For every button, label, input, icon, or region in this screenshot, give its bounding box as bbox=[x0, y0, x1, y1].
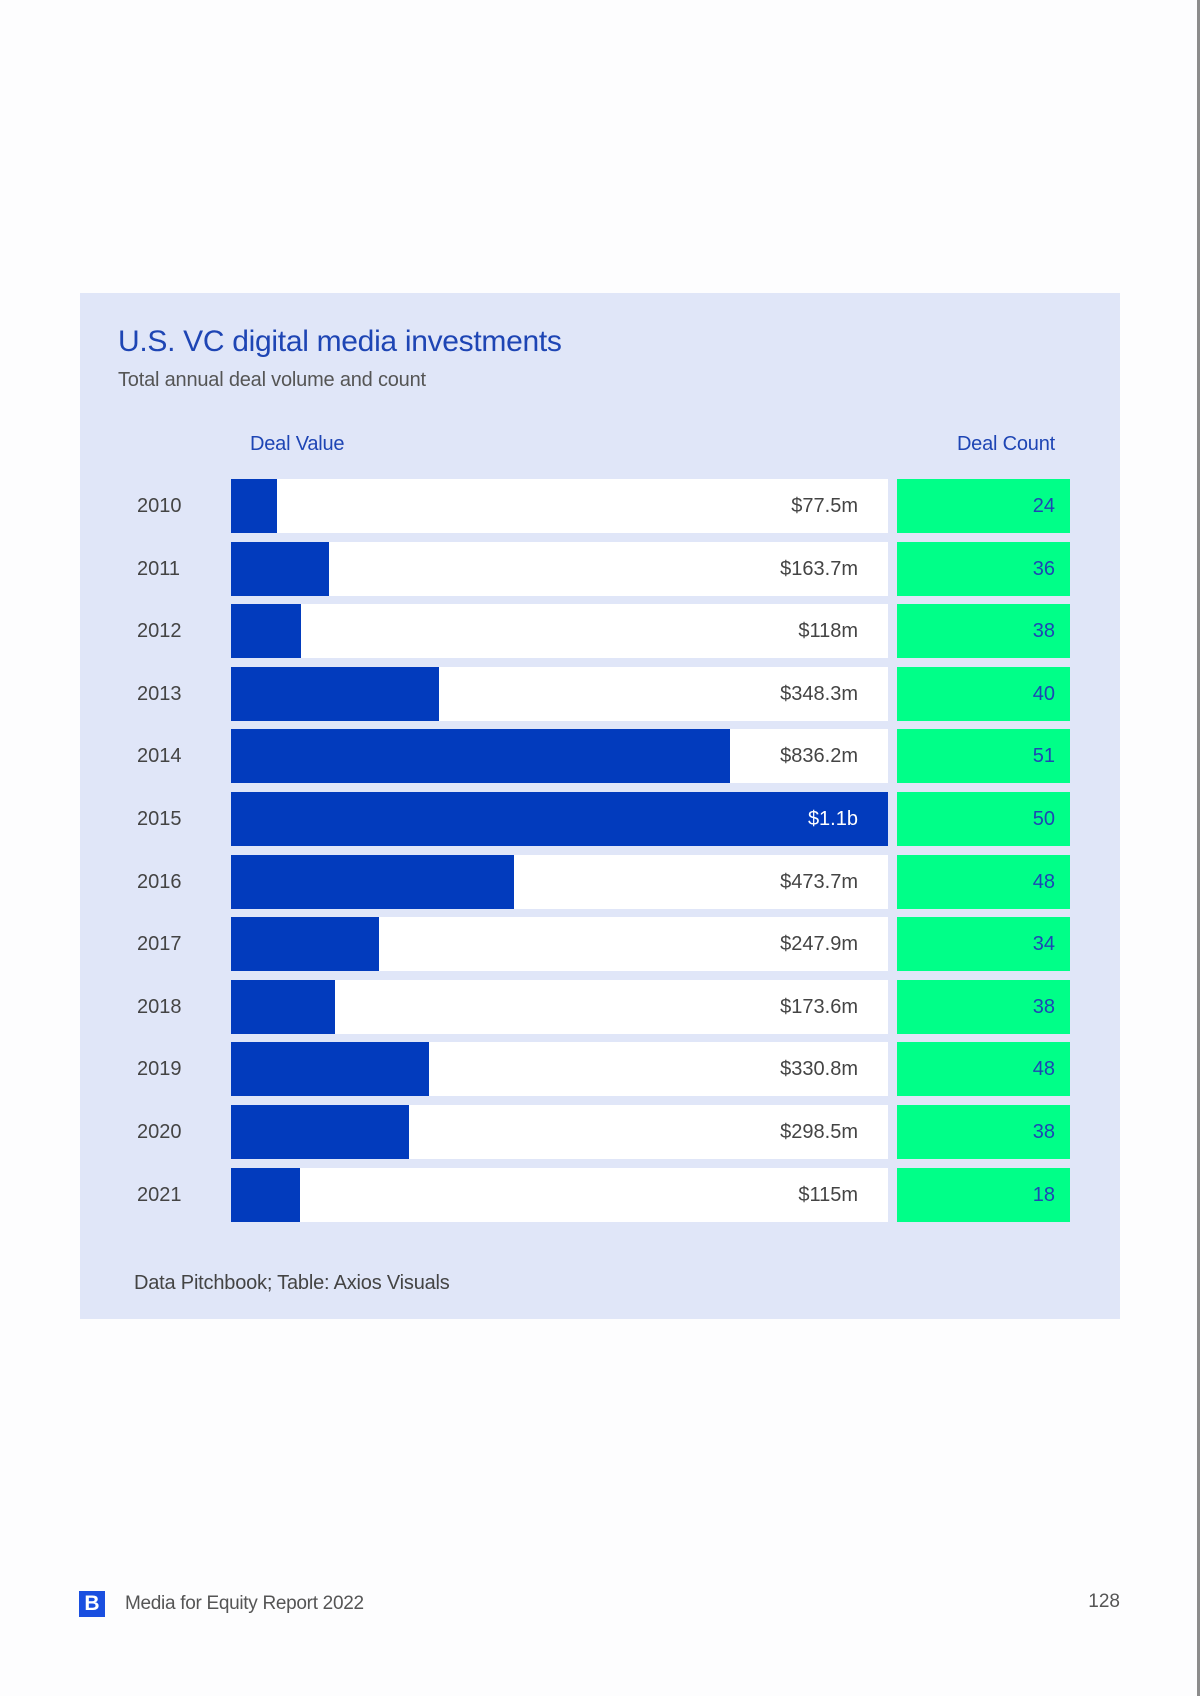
table-row: 2020 $298.5m 38 bbox=[0, 1105, 1200, 1159]
year-label: 2020 bbox=[137, 1121, 182, 1143]
deal-count-label: 38 bbox=[1032, 995, 1055, 1018]
deal-value-label: $163.7m bbox=[780, 557, 858, 580]
deal-value-bar bbox=[231, 917, 379, 972]
bar-track: $163.7m bbox=[231, 541, 888, 596]
deal-value-label: $348.3m bbox=[780, 682, 858, 705]
deal-count-cell: 38 bbox=[897, 979, 1070, 1034]
deal-count-cell: 51 bbox=[897, 729, 1070, 784]
deal-count-cell: 48 bbox=[897, 854, 1070, 909]
table-row: 2014 $836.2m 51 bbox=[0, 729, 1200, 784]
footer-title: Media for Equity Report 2022 bbox=[125, 1593, 364, 1614]
deal-value-label: $115m bbox=[798, 1183, 858, 1206]
deal-count-cell: 50 bbox=[897, 792, 1070, 846]
bar-track: $118m bbox=[231, 604, 888, 659]
deal-count-label: 38 bbox=[1032, 620, 1055, 643]
deal-value-bar bbox=[231, 729, 730, 784]
bar-track: $473.7m bbox=[231, 854, 888, 909]
year-label: 2021 bbox=[137, 1183, 182, 1206]
table-row: 2021 $115m 18 bbox=[0, 1167, 1200, 1222]
year-label: 2018 bbox=[137, 995, 182, 1018]
deal-count-cell: 38 bbox=[897, 1105, 1070, 1159]
deal-count-cell: 34 bbox=[897, 917, 1070, 972]
table-row: 2017 $247.9m 34 bbox=[0, 917, 1200, 972]
bar-track: $836.2m bbox=[231, 729, 888, 784]
table-row: 2013 $348.3m 40 bbox=[0, 666, 1200, 721]
deal-count-header: Deal Count bbox=[956, 433, 1055, 455]
deal-value-bar bbox=[231, 479, 277, 533]
deal-value-bar bbox=[231, 1042, 429, 1097]
deal-count-label: 24 bbox=[1032, 495, 1055, 517]
deal-count-cell: 24 bbox=[897, 479, 1070, 533]
deal-count-label: 50 bbox=[1032, 808, 1055, 830]
table-row: 2011 $163.7m 36 bbox=[0, 541, 1200, 596]
deal-value-bar bbox=[231, 979, 335, 1034]
year-label: 2011 bbox=[137, 557, 181, 580]
table-row: 2010 $77.5m 24 bbox=[0, 479, 1200, 533]
deal-value-label: $330.8m bbox=[780, 1058, 858, 1081]
deal-value-bar bbox=[231, 666, 439, 721]
page-edge-border bbox=[1197, 0, 1200, 1696]
deal-count-cell: 36 bbox=[897, 541, 1070, 596]
deal-value-bar bbox=[231, 1105, 409, 1159]
year-label: 2010 bbox=[137, 495, 182, 517]
deal-value-bar bbox=[231, 792, 888, 846]
year-label: 2016 bbox=[137, 870, 182, 893]
deal-count-label: 51 bbox=[1032, 745, 1055, 768]
page-number: 128 bbox=[1088, 1591, 1120, 1612]
bar-track: $173.6m bbox=[231, 979, 888, 1034]
deal-value-label: $473.7m bbox=[780, 870, 858, 893]
deal-count-label: 36 bbox=[1032, 557, 1055, 580]
deal-value-bar bbox=[231, 1167, 300, 1222]
deal-value-label: $1.1b bbox=[807, 808, 858, 830]
bar-track: $77.5m bbox=[231, 479, 888, 533]
deal-count-label: 40 bbox=[1032, 682, 1055, 705]
deal-count-cell: 48 bbox=[897, 1042, 1070, 1097]
deal-value-label: $247.9m bbox=[780, 933, 858, 956]
bar-track: $298.5m bbox=[231, 1105, 888, 1159]
deal-value-label: $118m bbox=[798, 620, 858, 643]
deal-count-label: 48 bbox=[1032, 1058, 1055, 1081]
year-label: 2012 bbox=[137, 620, 182, 643]
deal-count-label: 34 bbox=[1032, 933, 1055, 956]
deal-value-bar bbox=[231, 541, 329, 596]
year-label: 2014 bbox=[137, 745, 182, 768]
brand-logo-icon: B bbox=[79, 1591, 105, 1617]
deal-count-label: 18 bbox=[1032, 1183, 1055, 1206]
deal-value-bar bbox=[231, 604, 301, 659]
table-row: 2018 $173.6m 38 bbox=[0, 979, 1200, 1034]
deal-count-label: 38 bbox=[1032, 1121, 1055, 1143]
deal-value-label: $77.5m bbox=[791, 495, 858, 517]
bar-track: $1.1b bbox=[231, 792, 888, 846]
chart-title: U.S. VC digital media investments bbox=[118, 325, 562, 358]
table-row: 2012 $118m 38 bbox=[0, 604, 1200, 659]
deal-count-label: 48 bbox=[1032, 870, 1055, 893]
year-label: 2015 bbox=[137, 808, 182, 830]
deal-count-cell: 18 bbox=[897, 1167, 1070, 1222]
table-row: 2019 $330.8m 48 bbox=[0, 1042, 1200, 1097]
deal-count-cell: 38 bbox=[897, 604, 1070, 659]
deal-value-label: $173.6m bbox=[780, 995, 858, 1018]
table-row: 2016 $473.7m 48 bbox=[0, 854, 1200, 909]
table-row: 2015 $1.1b 50 bbox=[0, 792, 1200, 846]
chart-source: Data Pitchbook; Table: Axios Visuals bbox=[134, 1272, 450, 1294]
year-label: 2013 bbox=[137, 682, 182, 705]
bar-track: $115m bbox=[231, 1167, 888, 1222]
deal-value-header: Deal Value bbox=[250, 433, 345, 455]
bar-track: $348.3m bbox=[231, 666, 888, 721]
deal-value-label: $836.2m bbox=[780, 745, 858, 768]
chart-subtitle: Total annual deal volume and count bbox=[118, 369, 426, 391]
deal-value-bar bbox=[231, 854, 514, 909]
deal-value-label: $298.5m bbox=[780, 1121, 858, 1143]
bar-track: $330.8m bbox=[231, 1042, 888, 1097]
deal-count-cell: 40 bbox=[897, 666, 1070, 721]
year-label: 2019 bbox=[137, 1058, 182, 1081]
bar-track: $247.9m bbox=[231, 917, 888, 972]
year-label: 2017 bbox=[137, 933, 182, 956]
